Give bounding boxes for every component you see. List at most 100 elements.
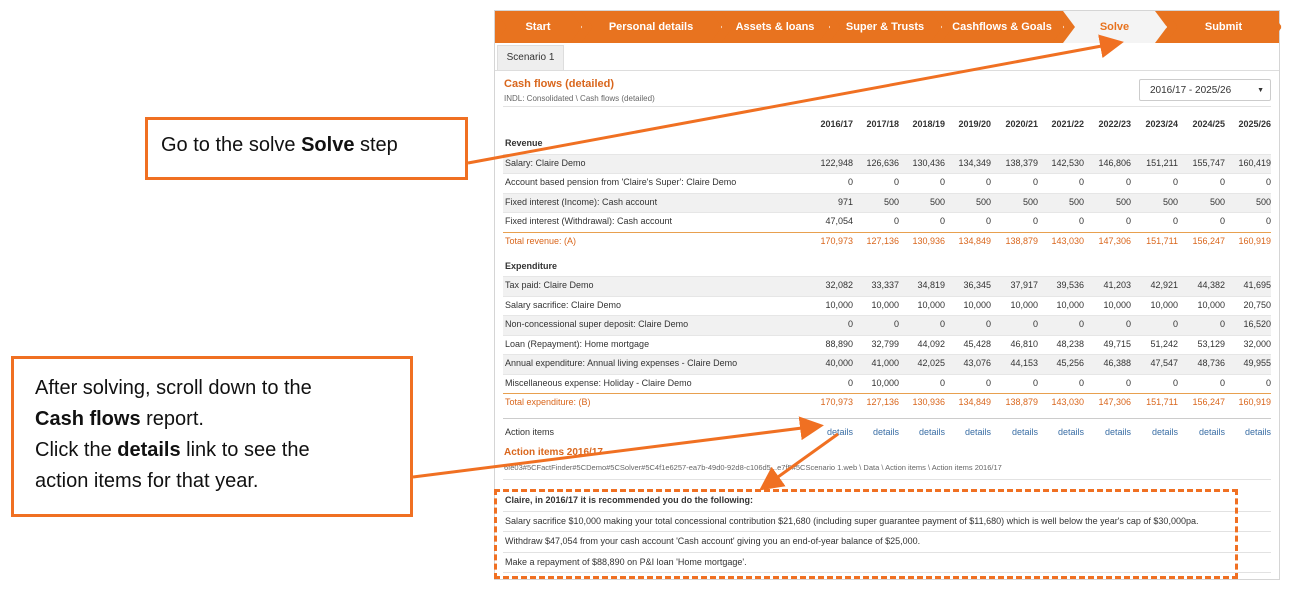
- cell-value: 32,000: [1243, 338, 1271, 349]
- cell-value: 36,345: [963, 280, 991, 290]
- cell-value: 122,948: [820, 157, 853, 168]
- cell-value: 10,000: [1103, 299, 1131, 310]
- cell-value: 138,379: [1005, 157, 1038, 168]
- cell-value: 0: [1172, 216, 1178, 226]
- action-item: Salary sacrifice $10,000 making your tot…: [503, 512, 1271, 532]
- cell-value: 0: [847, 319, 853, 329]
- cell-value: 0: [985, 216, 991, 226]
- cell-value: 47,054: [825, 216, 853, 226]
- section-heading: Expenditure: [505, 260, 558, 271]
- details-link[interactable]: details: [964, 427, 991, 437]
- callout-text: details: [117, 439, 181, 461]
- cell-value: 134,349: [958, 157, 991, 168]
- action-row: [503, 418, 1271, 438]
- cell-value: 151,711: [1146, 397, 1178, 407]
- caret: ▼: [1257, 87, 1264, 94]
- action-intro: Claire, in 2016/17 it is recommended you…: [503, 491, 1271, 512]
- cell-value: 160,919: [1238, 235, 1271, 246]
- table-row: [503, 334, 1271, 354]
- report-title: Cash flows (detailed): [504, 78, 615, 90]
- table-row: [503, 315, 1271, 335]
- cell-value: 10,000: [871, 299, 899, 310]
- cell-value: 155,747: [1192, 157, 1225, 168]
- nav-step[interactable]: Start: [495, 11, 582, 43]
- actions-title: Action items 2016/17: [504, 447, 603, 458]
- cell-value: 0: [1078, 216, 1084, 226]
- cell-value: 0: [985, 319, 991, 329]
- details-link[interactable]: details: [1151, 427, 1178, 437]
- cell-value: 138,879: [1005, 235, 1038, 246]
- cell-value: 41,695: [1243, 280, 1271, 290]
- table-row: [503, 276, 1271, 296]
- cell-value: 51,242: [1150, 338, 1178, 349]
- cell-value: 10,000: [917, 299, 945, 310]
- cell-value: 44,153: [1010, 358, 1038, 368]
- details-link[interactable]: details: [918, 427, 945, 437]
- nav-step[interactable]: Submit: [1166, 11, 1282, 43]
- cell-value: 500: [1115, 196, 1131, 207]
- cell-value: 130,436: [912, 157, 945, 168]
- cell-value: 37,917: [1010, 280, 1038, 290]
- cell-value: 43,076: [963, 358, 991, 368]
- cell-value: 34,819: [917, 280, 945, 290]
- cashflow-table: 2016/17 2017/18 2018/19 2019/20 2020/21 2021/…: [495, 11, 1279, 481]
- action-item: Make a repayment of $88,890 on P&I loan …: [503, 553, 1271, 573]
- details-link[interactable]: details: [1244, 427, 1271, 437]
- details-link[interactable]: details: [826, 427, 853, 437]
- cell-value: 32,799: [871, 338, 899, 349]
- app-panel: Start Personal details Assets & loans Super…: [494, 10, 1280, 580]
- cell-value: 170,973: [820, 397, 853, 407]
- callout-details: After solving, scroll down to the Cash fl…: [11, 356, 413, 517]
- year-header: 2024/25: [1192, 119, 1225, 129]
- cell-value: 500: [975, 196, 991, 207]
- table-row: [503, 192, 1271, 212]
- range-text: 2016/17 - 2025/26: [1150, 85, 1232, 96]
- cell-value: 10,000: [825, 299, 853, 310]
- cell-value: 10,000: [1197, 299, 1225, 310]
- details-link[interactable]: details: [1057, 427, 1084, 437]
- cell-value: 41,000: [871, 358, 899, 368]
- callout-line: After solving, scroll down to the: [35, 373, 410, 404]
- nav-step[interactable]: Solve: [1063, 11, 1167, 43]
- cell-value: 0: [1172, 177, 1178, 187]
- cell-value: 0: [1032, 216, 1038, 226]
- year-range-dropdown[interactable]: 2016/17 - 2025/26 ▼: [1139, 79, 1271, 101]
- cell-value: 44,382: [1197, 280, 1225, 290]
- row-label: Fixed interest (Income): Cash account: [505, 196, 658, 207]
- cell-value: 500: [1209, 196, 1225, 207]
- cell-value: 10,000: [963, 299, 991, 310]
- cell-value: 147,306: [1098, 397, 1131, 407]
- cell-value: 127,136: [866, 235, 899, 246]
- details-link[interactable]: details: [872, 427, 899, 437]
- year-header: 2025/26: [1238, 119, 1271, 129]
- nav-step[interactable]: Cashflows & Goals: [941, 11, 1064, 43]
- cell-value: 156,247: [1192, 397, 1225, 407]
- cell-value: 46,810: [1010, 338, 1038, 349]
- cell-value: 46,388: [1103, 358, 1131, 368]
- table-row: [503, 373, 1271, 393]
- year-header: 2023/24: [1145, 119, 1178, 129]
- callout-text: Cash flows: [35, 408, 141, 430]
- arrow: [467, 34, 1124, 165]
- section-row: [503, 134, 1271, 154]
- cell-value: 500: [1068, 196, 1084, 207]
- cell-value: 156,247: [1192, 235, 1225, 246]
- callout-line: Cash flows report.: [35, 404, 410, 435]
- cell-value: 48,736: [1197, 358, 1225, 368]
- cell-value: 40,000: [825, 358, 853, 368]
- cell-value: 0: [1032, 377, 1038, 388]
- cell-value: 45,256: [1056, 358, 1084, 368]
- details-link[interactable]: details: [1011, 427, 1038, 437]
- nav-step[interactable]: Personal details: [581, 11, 722, 43]
- cell-value: 20,750: [1243, 299, 1271, 310]
- divider: [503, 106, 1271, 107]
- cell-value: 16,520: [1243, 319, 1271, 329]
- table-row: [503, 153, 1271, 173]
- details-link[interactable]: details: [1104, 427, 1131, 437]
- scenario-tab[interactable]: Scenario 1: [497, 45, 564, 71]
- nav-step[interactable]: Assets & loans: [721, 11, 830, 43]
- nav-step[interactable]: Super & Trusts: [829, 11, 942, 43]
- details-link[interactable]: details: [1198, 427, 1225, 437]
- cell-value: 0: [1265, 177, 1271, 187]
